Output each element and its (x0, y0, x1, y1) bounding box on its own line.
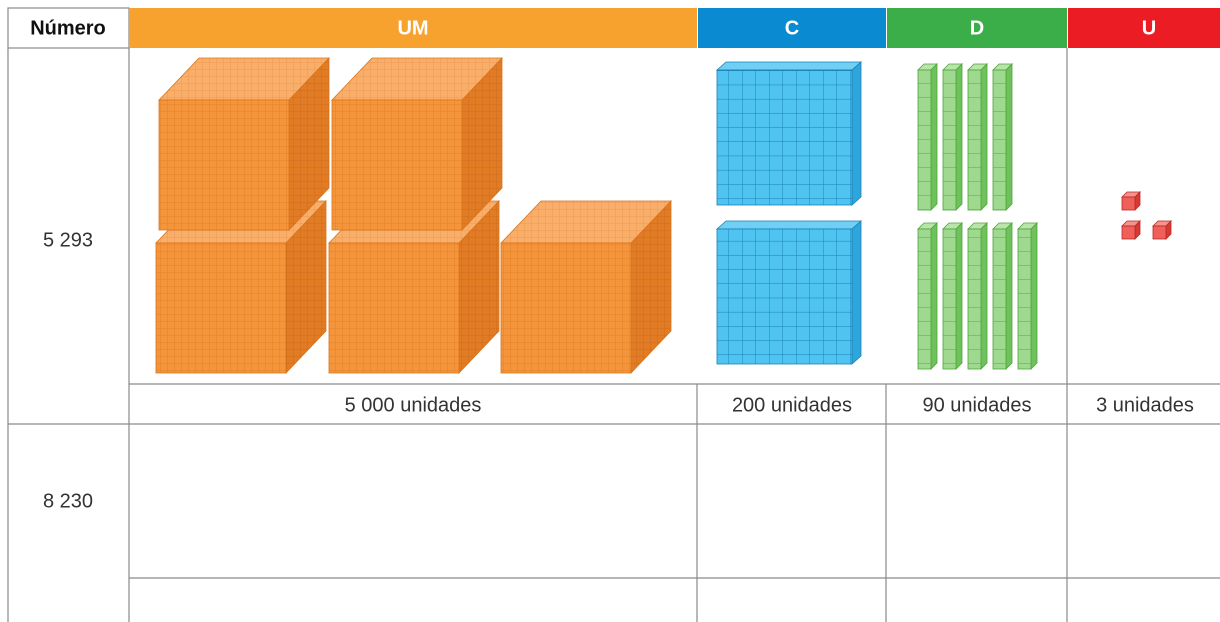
ten-rod (930, 63, 938, 211)
unit-cube (1121, 225, 1136, 240)
ten-rod (1005, 63, 1013, 211)
header-cell (129, 8, 697, 48)
ten-rod (930, 222, 938, 370)
ten-rod (992, 69, 1007, 211)
thousand-cube (158, 99, 290, 231)
cell-label: 3 unidades (1096, 394, 1194, 416)
ten-rod (992, 228, 1007, 370)
hundred-flat (851, 61, 862, 206)
ten-rod (1030, 222, 1038, 370)
ten-rod (980, 222, 988, 370)
ten-rod (955, 222, 963, 370)
ten-rod (1005, 222, 1013, 370)
ten-rod (917, 69, 932, 211)
header-label: C (785, 17, 799, 39)
header-label: Número (30, 17, 106, 39)
cell-label: 200 unidades (732, 394, 852, 416)
hundred-flat (715, 220, 863, 230)
base-ten-blocks (155, 57, 1172, 374)
ten-rod (980, 63, 988, 211)
thousand-cube (331, 99, 463, 231)
row-number: 8 230 (43, 490, 93, 512)
hundred-flat (715, 61, 863, 71)
unit-cube (1152, 225, 1167, 240)
header-label: U (1142, 17, 1156, 39)
table-borders (7, 48, 1220, 622)
hundred-flat (851, 220, 862, 365)
header-label: UM (397, 17, 428, 39)
ten-rod (967, 228, 982, 370)
header-cell (1068, 8, 1220, 48)
unit-cube (1121, 196, 1136, 211)
cell-label: 90 unidades (923, 394, 1032, 416)
hundred-flat (716, 228, 853, 365)
ten-rod (917, 228, 932, 370)
header-label: D (970, 17, 984, 39)
hundred-flat (716, 69, 853, 206)
row-number: 5 293 (43, 229, 93, 251)
ten-rod (1017, 228, 1032, 370)
header-cell (7, 7, 130, 49)
ten-rod (942, 69, 957, 211)
ten-rod (942, 228, 957, 370)
thousand-cube (328, 242, 460, 374)
ten-rod (967, 69, 982, 211)
thousand-cube (500, 242, 632, 374)
header-cell (698, 8, 886, 48)
ten-rod (955, 63, 963, 211)
thousand-cube (155, 242, 287, 374)
cell-label: 5 000 unidades (345, 394, 482, 416)
header-cell (887, 8, 1067, 48)
